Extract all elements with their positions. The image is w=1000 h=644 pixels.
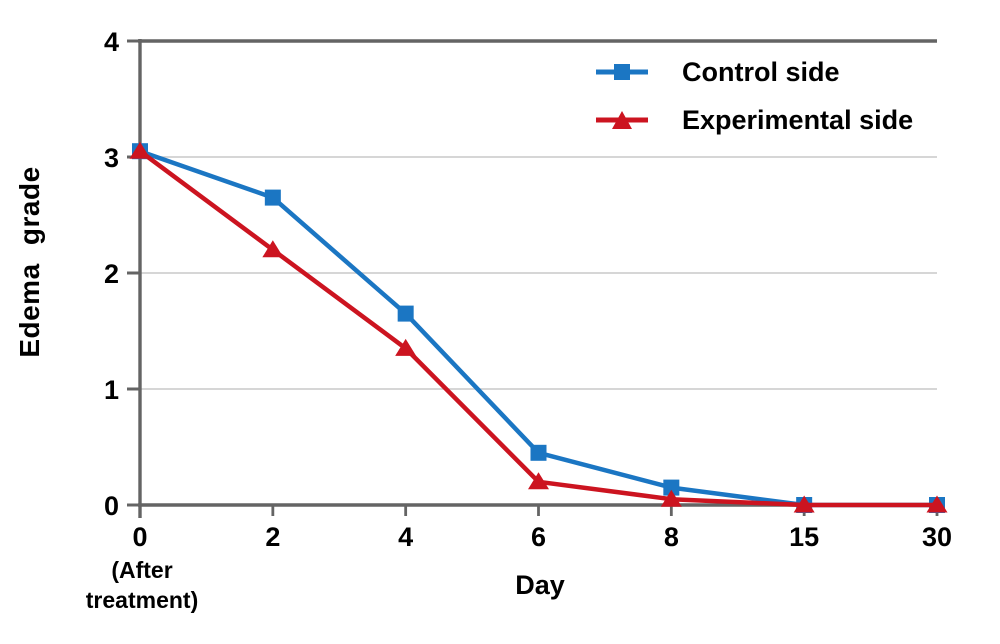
x-tick-label: 0 xyxy=(132,522,147,552)
data-point-experimental-side xyxy=(395,338,417,356)
y-tick-label: 2 xyxy=(104,259,119,289)
data-point-control-side xyxy=(530,444,547,461)
data-point-control-side xyxy=(397,305,414,322)
data-point-experimental-side xyxy=(129,141,151,159)
y-tick-label: 1 xyxy=(104,375,119,405)
data-point-control-side xyxy=(264,189,281,206)
data-point-experimental-side xyxy=(926,495,948,513)
y-axis-title: Edema grade xyxy=(14,166,45,358)
y-tick-label: 3 xyxy=(104,143,119,173)
x-tick-label: 6 xyxy=(531,522,546,552)
x-axis-title: Day xyxy=(515,570,565,600)
data-point-experimental-side xyxy=(262,240,284,258)
legend: Control side Experimental side xyxy=(596,55,913,151)
legend-item-control-side: Control side xyxy=(596,55,913,89)
data-point-control-side xyxy=(663,479,680,496)
y-tick-label: 0 xyxy=(104,491,119,521)
legend-label-experimental-side: Experimental side xyxy=(682,104,914,135)
x-tick-label: 8 xyxy=(664,522,679,552)
x-tick-label: 4 xyxy=(398,522,413,552)
y-tick-label: 4 xyxy=(104,27,119,57)
legend-label-control-side: Control side xyxy=(682,56,840,87)
line-square-marker-icon xyxy=(596,64,648,80)
legend-item-experimental-side: Experimental side xyxy=(596,103,913,137)
data-point-experimental-side xyxy=(660,489,682,507)
x-tick-label: 2 xyxy=(265,522,280,552)
x-tick-label: 30 xyxy=(922,522,952,552)
line-triangle-marker-icon xyxy=(596,111,648,129)
data-point-experimental-side xyxy=(528,472,549,490)
data-point-experimental-side xyxy=(793,495,815,513)
x-axis-note: (After treatment) xyxy=(85,557,199,613)
x-tick-label: 15 xyxy=(789,522,819,552)
